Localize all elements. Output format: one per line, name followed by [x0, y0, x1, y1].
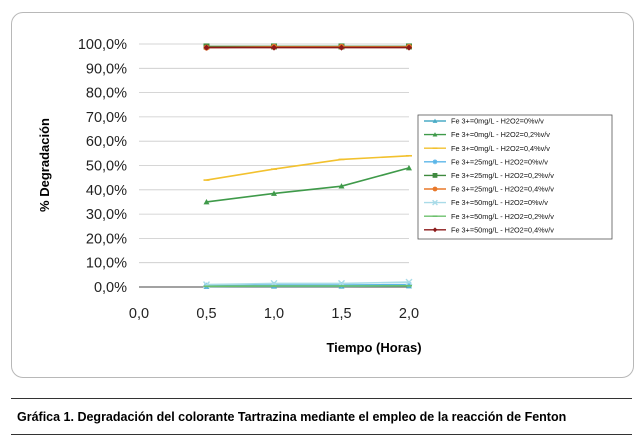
legend-item: Fe 3+=0mg/L - H2O2=0,2%v/v: [424, 130, 550, 139]
legend-label: Fe 3+=25mg/L - H2O2=0,4%v/v: [451, 185, 554, 194]
caption-rule-top: [11, 398, 632, 399]
legend-item: Fe 3+=25mg/L - H2O2=0,2%v/v: [424, 171, 554, 180]
series-layer: [203, 43, 413, 289]
y-axis-tick-labels: 0,0% 10,0% 20,0% 30,0% 40,0% 50,0% 60,0% 70,0% 8…: [78, 37, 127, 296]
data-point: [203, 44, 210, 51]
y-tick-label: 20,0%: [86, 231, 127, 247]
legend-item: Fe 3+=50mg/L - H2O2=0,4%v/v: [424, 225, 554, 234]
data-point: [432, 118, 438, 123]
x-tick-label: 1,0: [264, 306, 284, 322]
y-tick-label: 10,0%: [86, 256, 127, 272]
y-tick-label: 50,0%: [86, 159, 127, 175]
series-8: [203, 284, 412, 288]
x-tick-label: 2,0: [399, 306, 419, 322]
data-point: [271, 282, 277, 289]
y-tick-label: 100,0%: [78, 37, 127, 53]
y-tick-label: 60,0%: [86, 134, 127, 150]
series-line: [206, 155, 410, 181]
series-line: [206, 281, 410, 286]
y-tick-label: 0,0%: [94, 280, 127, 296]
data-point: [271, 190, 277, 196]
y-tick-label: 80,0%: [86, 86, 127, 102]
data-point: [432, 186, 438, 192]
series-2: [203, 164, 412, 205]
data-point: [406, 164, 412, 171]
data-point: [271, 44, 277, 51]
legend-label: Fe 3+=50mg/L - H2O2=0,2%v/v: [451, 212, 554, 221]
legend-item: Fe 3+=0mg/L - H2O2=0%v/v: [424, 117, 544, 126]
legend: Fe 3+=0mg/L - H2O2=0%v/v Fe 3+=0mg/L - H2…: [417, 114, 613, 240]
x-tick-label: 0,5: [196, 306, 216, 322]
legend-box: [417, 114, 613, 240]
figure-caption: Gráfica 1. Degradación del colorante Tar…: [17, 410, 567, 424]
data-point: [203, 198, 210, 205]
data-point: [405, 278, 413, 286]
y-tick-label: 70,0%: [86, 110, 127, 126]
legend-label: Fe 3+=0mg/L - H2O2=0,2%v/v: [451, 130, 550, 139]
data-point: [406, 44, 412, 51]
legend-item: Fe 3+=50mg/L - H2O2=0,2%v/v: [424, 212, 554, 221]
data-point: [432, 132, 438, 137]
x-axis-tick-labels: 0,0 0,5 1,0 1,5 2,0: [129, 306, 419, 322]
data-point: [338, 44, 345, 51]
series-line: [206, 284, 410, 288]
legend-label: Fe 3+=50mg/L - H2O2=0,4%v/v: [451, 225, 554, 234]
legend-item: Fe 3+=0mg/L - H2O2=0,4%v/v: [424, 144, 550, 153]
series-3: [203, 154, 412, 181]
series-line: [206, 167, 410, 203]
legend-label: Fe 3+=0mg/L - H2O2=0,4%v/v: [451, 144, 550, 153]
data-point: [338, 183, 345, 189]
x-axis-label: Tiempo (Horas): [326, 340, 421, 355]
legend-label: Fe 3+=25mg/L - H2O2=0,2%v/v: [451, 171, 554, 180]
legend-label: Fe 3+=0mg/L - H2O2=0%v/v: [451, 117, 544, 126]
data-point: [432, 173, 438, 178]
x-tick-label: 0,0: [129, 306, 149, 322]
legend-label: Fe 3+=25mg/L - H2O2=0%v/v: [451, 157, 548, 166]
legend-item: Fe 3+=50mg/L - H2O2=0%v/v: [424, 198, 548, 207]
y-tick-label: 40,0%: [86, 183, 127, 199]
data-point: [338, 282, 345, 289]
series-9: [203, 44, 412, 51]
legend-label: Fe 3+=50mg/L - H2O2=0%v/v: [451, 198, 548, 207]
gridlines: [139, 43, 409, 288]
y-axis-label: % Degradación: [37, 118, 52, 212]
caption-rule-bottom: [11, 434, 632, 435]
x-tick-label: 1,5: [331, 306, 351, 322]
y-tick-label: 90,0%: [86, 61, 127, 77]
y-tick-label: 30,0%: [86, 207, 127, 223]
data-point: [432, 159, 438, 165]
legend-item: Fe 3+=25mg/L - H2O2=0,4%v/v: [424, 185, 554, 194]
data-point: [432, 227, 438, 233]
legend-item: Fe 3+=25mg/L - H2O2=0%v/v: [424, 157, 548, 166]
data-point: [432, 199, 438, 206]
data-point: [406, 281, 412, 288]
